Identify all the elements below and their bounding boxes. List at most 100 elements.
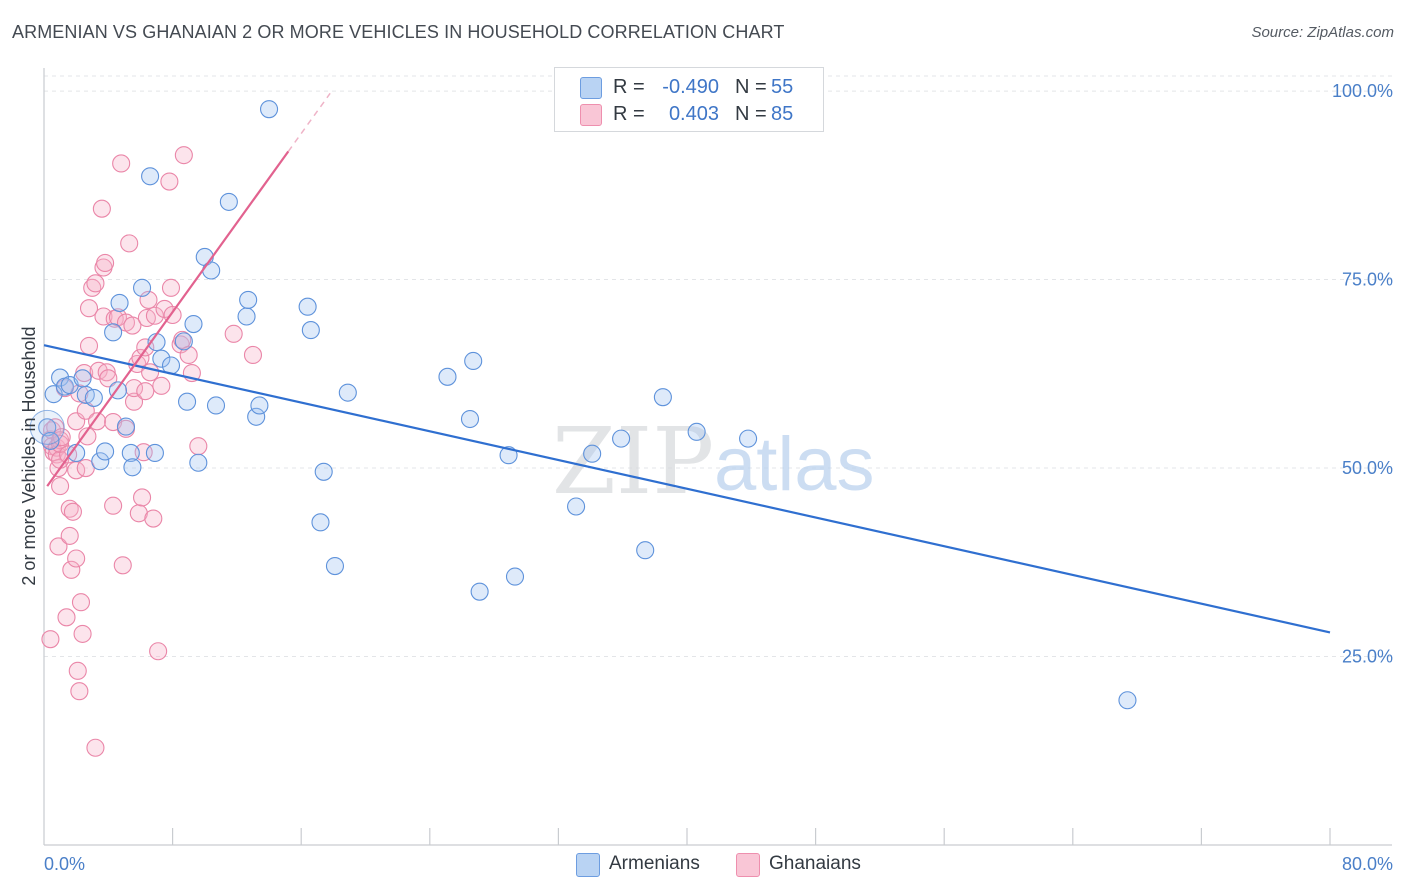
armenian-point (104, 323, 123, 342)
ghanaian-point (96, 253, 115, 273)
armenian-point (202, 261, 221, 280)
ghanaian-point (51, 477, 70, 496)
ghanaian-point (62, 560, 81, 579)
y-tick-label: 100.0% (1332, 81, 1393, 101)
legend-n-label: N = (735, 76, 767, 98)
armenian-point (174, 332, 193, 351)
ghanaian-point (120, 234, 139, 253)
armenian-point (73, 369, 92, 388)
legend-r-value: -0.490 (662, 76, 719, 98)
armenian-point (96, 442, 115, 461)
axis-layer (43, 68, 1392, 846)
armenian-point (51, 368, 70, 387)
ghanaian-point (60, 526, 79, 545)
ghanaian-point (123, 316, 142, 335)
armenian-point (259, 100, 279, 119)
x-tick-label-min: 0.0% (44, 854, 85, 874)
armenian-point (133, 278, 152, 297)
armenian-point (438, 367, 457, 386)
ghanaian-point (51, 431, 70, 450)
ghanaian-point (124, 392, 144, 411)
armenian-point-large (29, 409, 65, 445)
ghanaian-point (78, 427, 97, 446)
grid-layer (44, 75, 1392, 658)
ghanaian-point (92, 199, 111, 218)
armenians-swatch (576, 853, 600, 877)
armenian-point (239, 290, 258, 309)
ghanaian-point (57, 608, 76, 627)
ghanaian-point (97, 363, 116, 382)
legend-r-value: 0.403 (668, 103, 719, 125)
armenian-trendline (43, 344, 1331, 634)
ghanaian-point (136, 382, 155, 401)
ghanaian-point (73, 624, 92, 643)
source-credit: Source: ZipAtlas.com (1251, 24, 1394, 41)
armenian-point (123, 458, 142, 477)
legend-r-label: R = (613, 103, 645, 125)
legend-swatch-ghanaians (580, 104, 602, 126)
armenian-point (612, 429, 631, 448)
armenian-point (653, 388, 672, 407)
watermark: ZIP atlas (552, 408, 875, 515)
armenian-point (739, 429, 758, 448)
armenian-point (116, 417, 136, 436)
ghanaian-point (145, 306, 164, 325)
armenian-point (636, 541, 655, 560)
armenian-point (687, 422, 706, 441)
ghanaian-point (113, 556, 132, 575)
ghanaian-point (149, 642, 168, 661)
legend-swatch-armenians (580, 77, 602, 99)
ghanaian-point (112, 154, 131, 173)
ghanaian-point (76, 401, 95, 420)
armenian-point (41, 431, 60, 450)
ghanaian-trendline-extension (287, 92, 331, 152)
ghanaian-point (49, 537, 68, 556)
ghanaian-point (60, 499, 79, 518)
ghanaian-trendline (46, 150, 290, 487)
armenian-point (314, 462, 333, 481)
legend-n-value: 85 (771, 103, 794, 125)
ghanaian-point (79, 336, 99, 355)
armenian-point (178, 392, 197, 411)
armenian-point (250, 396, 269, 415)
armenian-point (91, 452, 110, 471)
armenian-point (338, 383, 357, 402)
armenian-point (84, 388, 103, 407)
ghanaian-point (86, 274, 105, 293)
y-tick-label: 50.0% (1342, 458, 1393, 478)
y-tick-label: 75.0% (1342, 270, 1393, 290)
ghanaians-swatch (736, 853, 760, 877)
ghanaian-point (141, 363, 160, 382)
ghanaian-point (189, 437, 208, 456)
ghanaian-point (104, 496, 123, 515)
armenian-point (567, 497, 586, 516)
ghanaian-point (86, 738, 105, 757)
ghanaian-point (243, 345, 263, 365)
armenian-point (189, 453, 208, 472)
armenian-point (184, 314, 203, 334)
armenian-point (219, 192, 238, 211)
armenian-point (325, 556, 345, 576)
armenian-point (121, 443, 140, 463)
y-axis-label: 2 or more Vehicles in Household (19, 326, 39, 585)
legend-n-value: 55 (771, 76, 794, 98)
legend-row-armenians: R = -0.490 N = 55 (555, 75, 823, 101)
series-legend: Armenians Ghanaians (0, 852, 1406, 878)
ghanaian-point (71, 593, 91, 612)
ghanaian-point (70, 682, 89, 701)
armenian-point (464, 351, 483, 371)
armenian-point (141, 167, 160, 186)
armenian-point (152, 349, 171, 368)
watermark-atlas: atlas (714, 422, 875, 507)
ghanaian-point (179, 345, 198, 365)
armenian-point (110, 293, 129, 312)
armenian-point (583, 444, 602, 463)
ghanaian-point (152, 376, 171, 395)
armenian-point (1118, 691, 1137, 710)
ghanaian-point (79, 299, 99, 318)
armenian-points (29, 100, 1137, 710)
ghanaian-point (63, 502, 82, 521)
ghanaian-point (87, 412, 107, 431)
armenian-point (311, 513, 330, 532)
